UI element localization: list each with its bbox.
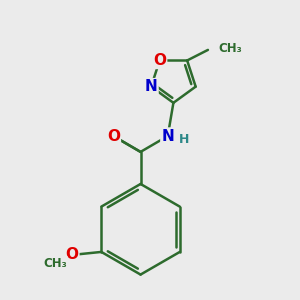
Text: H: H [178, 133, 189, 146]
Text: O: O [153, 53, 166, 68]
Text: CH₃: CH₃ [43, 257, 67, 270]
Text: O: O [65, 248, 78, 262]
Text: O: O [107, 128, 120, 143]
Text: N: N [145, 79, 158, 94]
Text: CH₃: CH₃ [218, 41, 242, 55]
Text: N: N [161, 128, 174, 143]
